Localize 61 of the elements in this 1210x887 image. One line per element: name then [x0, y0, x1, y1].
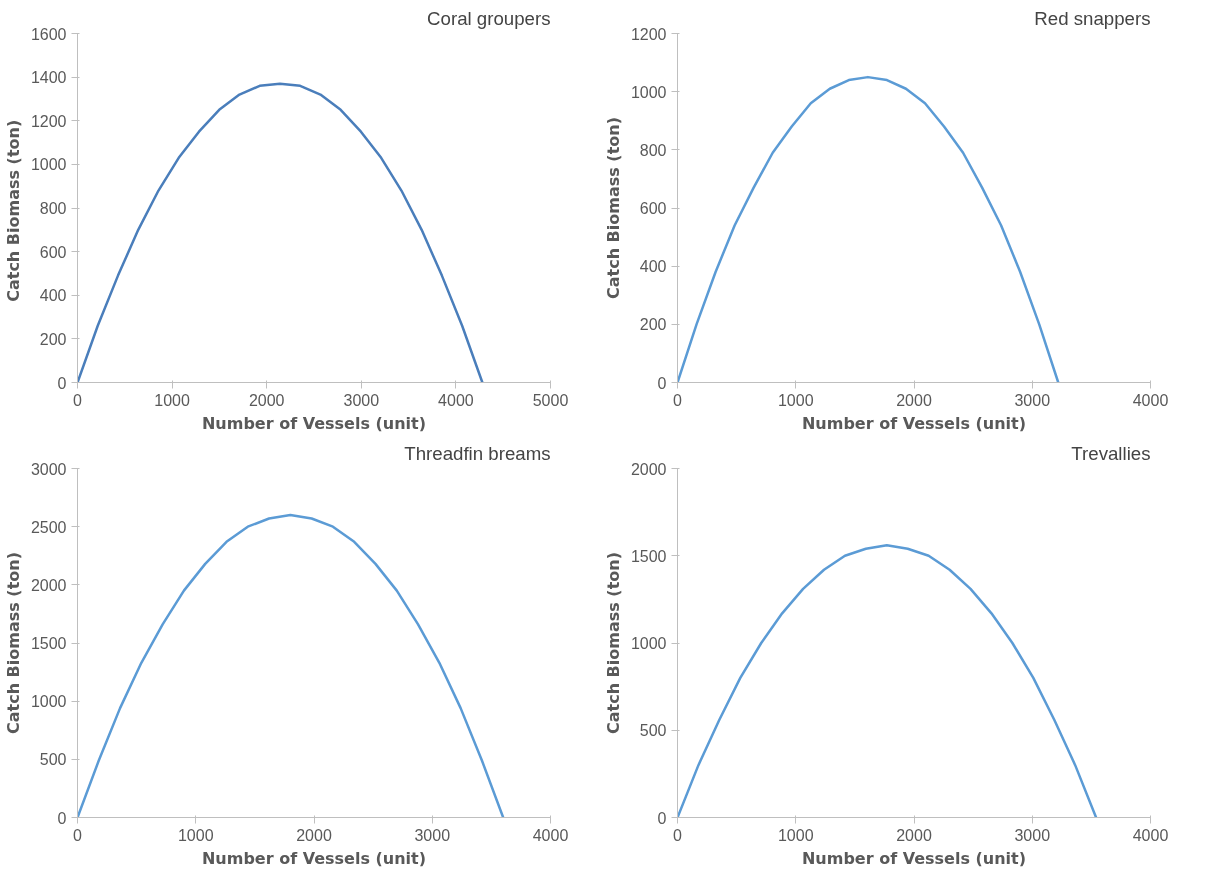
- y-tick-label: 1000: [30, 156, 67, 174]
- y-tick-label: 0: [57, 809, 67, 827]
- x-tick-label: 4000: [532, 826, 569, 844]
- y-tick-label: 600: [39, 243, 67, 261]
- x-tick-label: 3000: [1014, 826, 1051, 844]
- y-tick-label: 2000: [30, 576, 67, 594]
- chart-title: Red snappers: [1034, 7, 1151, 29]
- y-tick-label: 600: [639, 200, 667, 217]
- y-axis-title: Catch Biomass (ton): [3, 551, 23, 735]
- x-tick-label: 1000: [154, 391, 190, 409]
- y-axis-title: Catch Biomass (ton): [603, 551, 623, 735]
- x-tick-label: 3000: [1014, 391, 1051, 409]
- x-tick-label: 5000: [532, 391, 569, 409]
- y-tick-label: 1000: [630, 83, 667, 101]
- y-tick-label: 400: [39, 287, 67, 305]
- x-tick-label: 2000: [896, 826, 932, 844]
- x-tick-label: 2000: [896, 391, 932, 409]
- x-tick-label: 0: [73, 391, 83, 409]
- x-tick-label: 4000: [438, 391, 474, 409]
- x-tick-label: 0: [673, 391, 683, 409]
- y-tick-label: 1000: [630, 635, 667, 652]
- y-tick-label: 500: [39, 751, 67, 769]
- x-tick-label: 1000: [777, 391, 814, 409]
- y-tick-label: 400: [639, 258, 667, 276]
- x-axis-title: Number of Vessels (unit): [801, 848, 1027, 868]
- y-tick-label: 2000: [630, 460, 667, 478]
- y-tick-label: 0: [657, 374, 667, 392]
- y-tick-label: 2500: [30, 518, 67, 536]
- x-tick-label: 4000: [1132, 391, 1169, 409]
- x-axis-title: Number of Vessels (unit): [801, 413, 1027, 433]
- y-axis-title: Catch Biomass (ton): [3, 119, 23, 302]
- x-tick-label: 2000: [248, 391, 285, 409]
- x-axis-title: Number of Vessels (unit): [201, 848, 427, 868]
- y-axis-title: Catch Biomass (ton): [603, 116, 623, 300]
- y-tick-label: 800: [39, 200, 67, 217]
- x-tick-label: 3000: [343, 391, 380, 409]
- y-tick-label: 1600: [30, 25, 67, 43]
- x-tick-label: 0: [673, 826, 683, 844]
- x-tick-label: 3000: [414, 826, 451, 844]
- y-tick-label: 0: [57, 374, 67, 392]
- y-tick-label: 1400: [30, 69, 67, 87]
- x-tick-label: 0: [73, 826, 83, 844]
- x-tick-label: 2000: [296, 826, 332, 844]
- y-tick-label: 0: [657, 809, 667, 827]
- x-tick-label: 1000: [177, 826, 214, 844]
- x-tick-label: 4000: [1132, 826, 1169, 844]
- x-axis-title: Number of Vessels (unit): [201, 413, 427, 433]
- y-tick-label: 500: [639, 722, 667, 740]
- y-tick-label: 1200: [630, 25, 667, 43]
- y-tick-label: 200: [39, 330, 67, 348]
- chart-title: Threadfin breams: [404, 442, 551, 464]
- y-tick-label: 800: [639, 141, 667, 159]
- y-tick-label: 1500: [630, 547, 667, 565]
- y-tick-label: 200: [639, 316, 667, 334]
- chart-title: Coral groupers: [427, 7, 551, 29]
- y-tick-label: 3000: [30, 460, 67, 478]
- y-tick-label: 1500: [30, 635, 67, 652]
- x-tick-label: 1000: [777, 826, 814, 844]
- y-tick-label: 1000: [30, 693, 67, 711]
- y-tick-label: 1200: [30, 112, 67, 130]
- chart-title: Trevallies: [1071, 442, 1151, 464]
